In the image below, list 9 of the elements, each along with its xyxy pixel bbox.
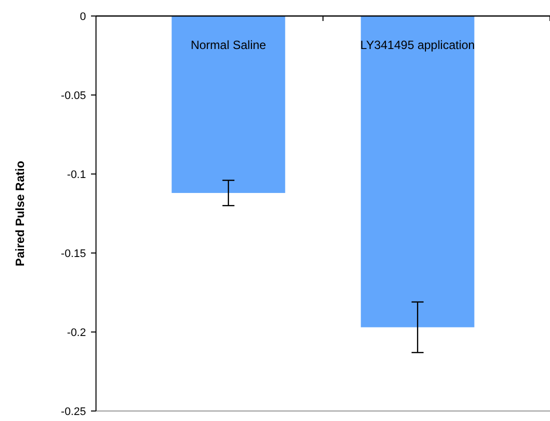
y-tick-label: -0.1 xyxy=(67,168,86,181)
x-tick-label: Normal Saline xyxy=(190,38,266,52)
y-tick-label: -0.25 xyxy=(60,406,86,418)
y-tick-label: 0 xyxy=(80,10,86,23)
x-tick-label: LY341495 application xyxy=(360,38,475,52)
y-tick-label: -0.05 xyxy=(60,90,86,102)
y-tick-label: -0.2 xyxy=(67,326,86,339)
y-tick-label: -0.15 xyxy=(60,248,86,260)
y-axis-title: Paired Pulse Ratio xyxy=(13,160,27,266)
